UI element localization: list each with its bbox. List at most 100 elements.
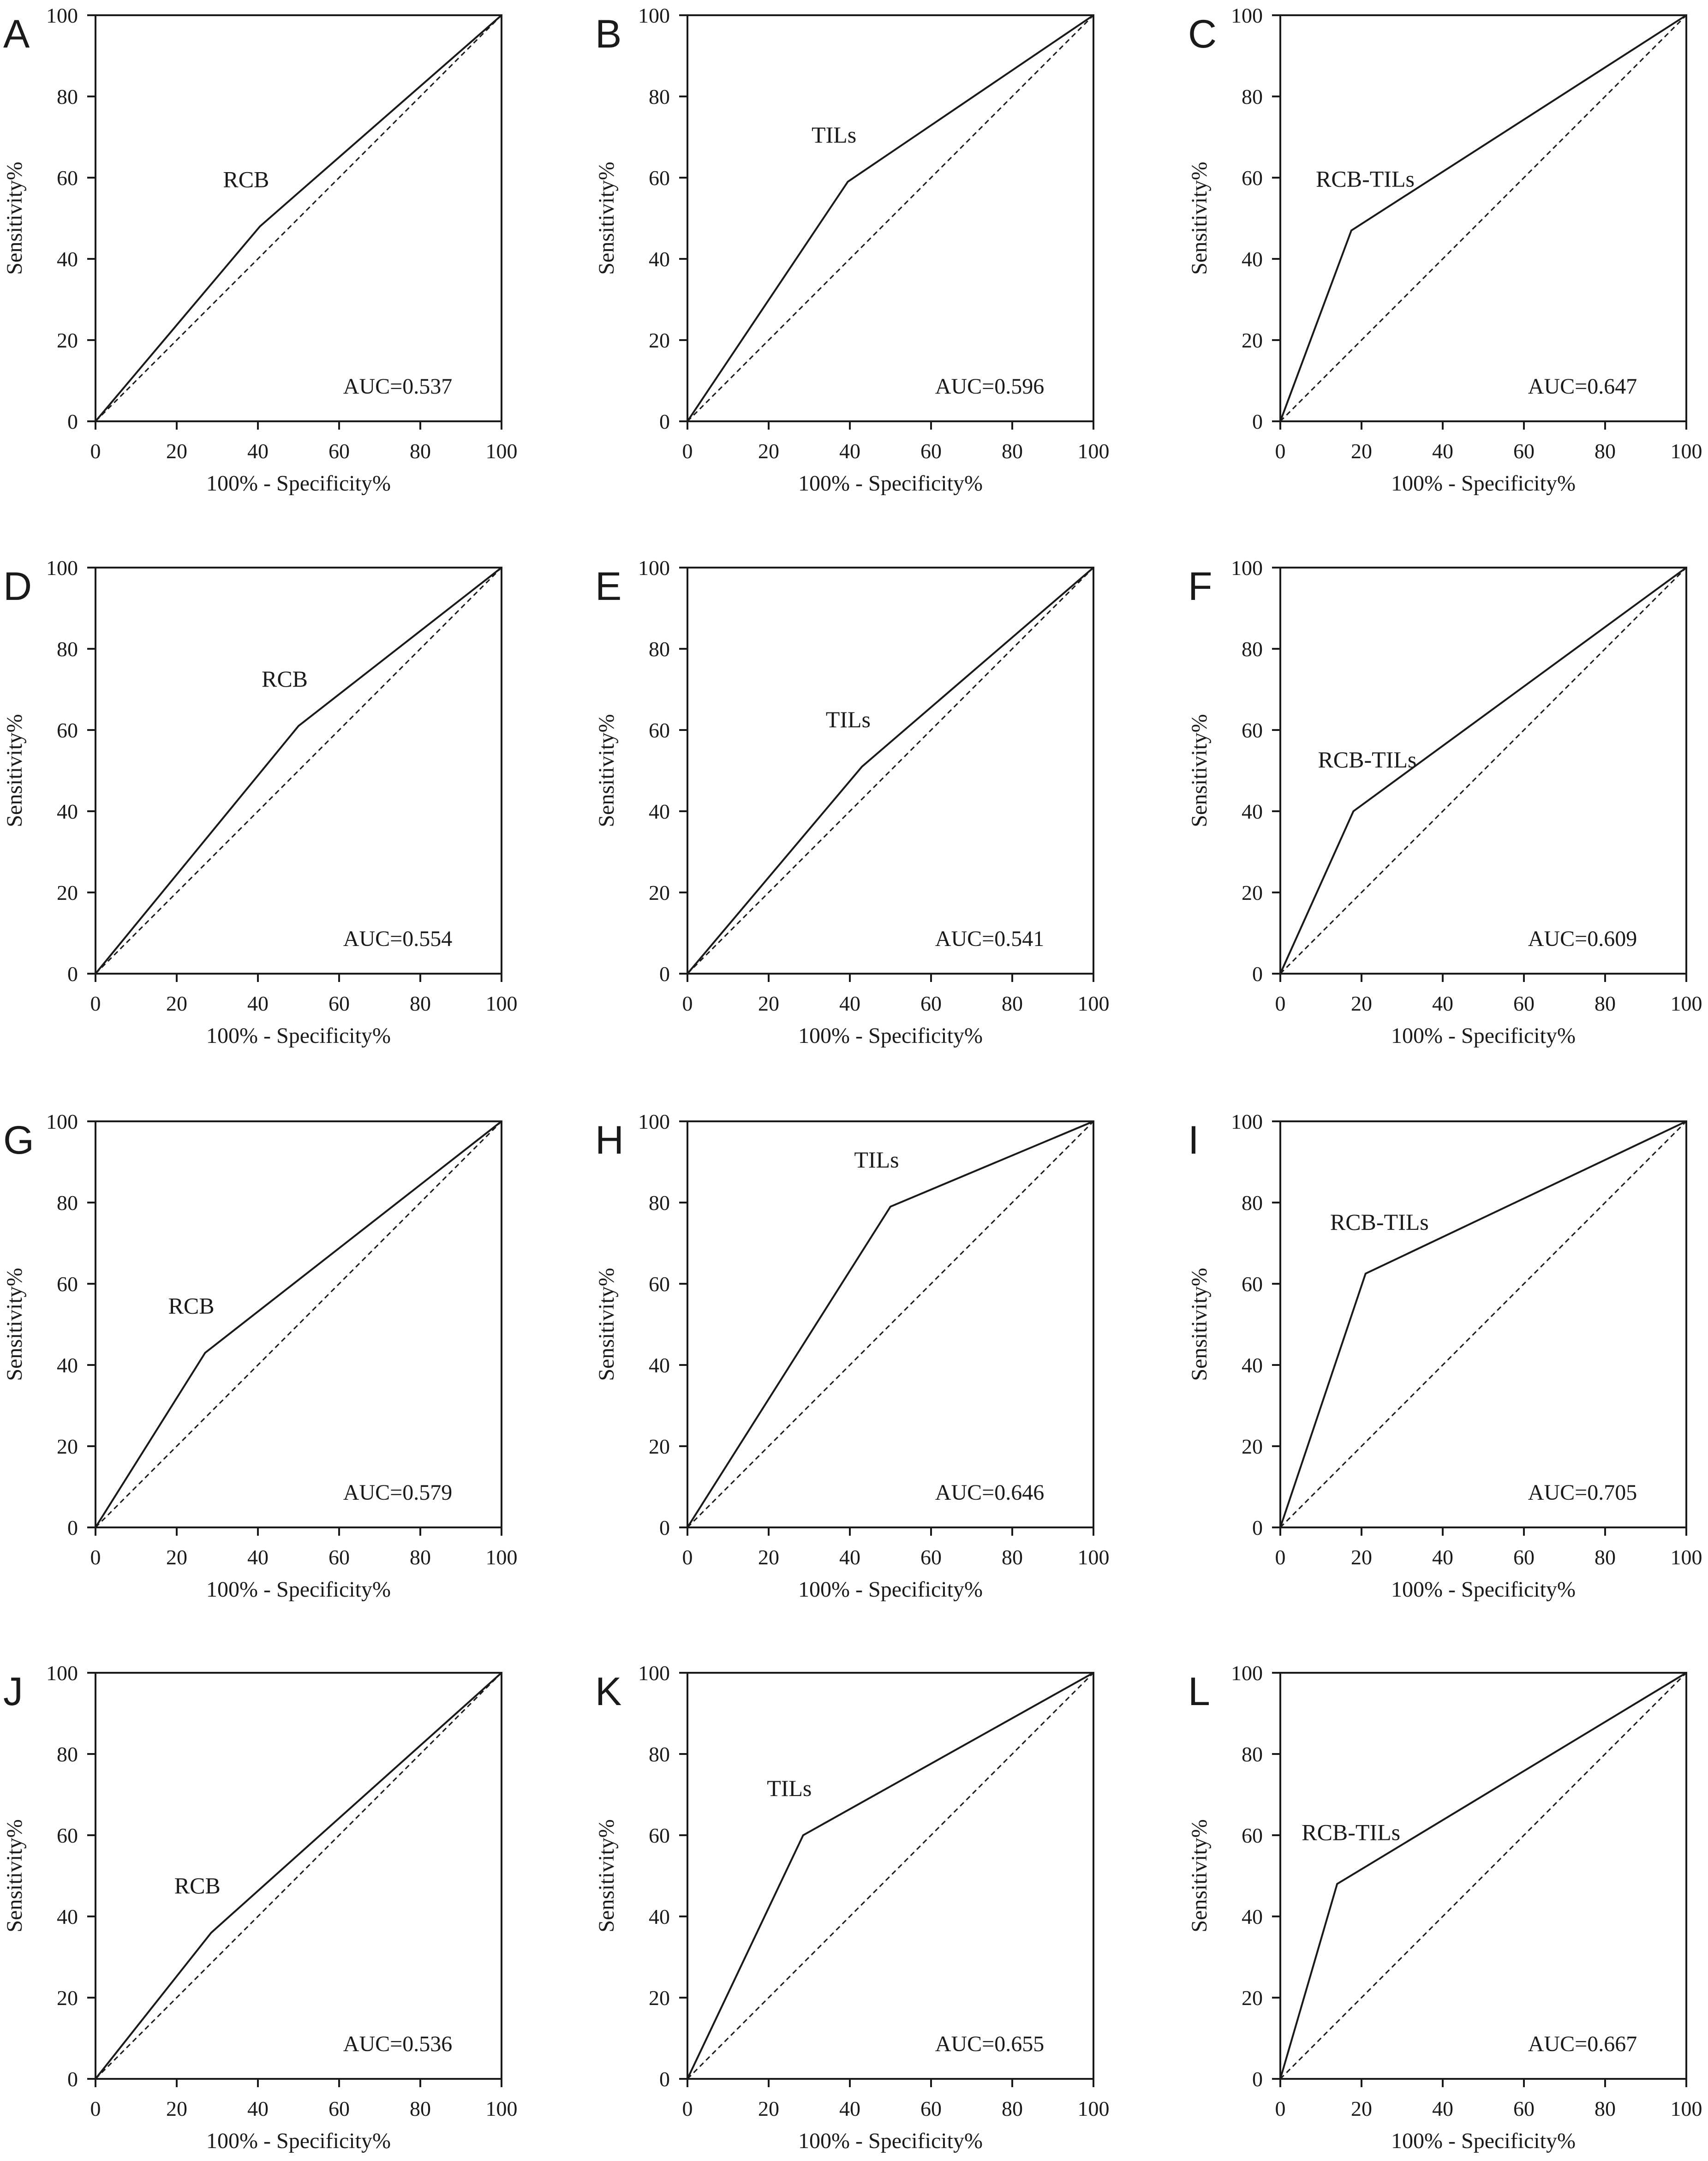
y-tick-label: 80 [649,85,670,108]
x-tick-label: 80 [1002,992,1023,1015]
x-axis-title: 100% - Specificity% [798,1577,983,1602]
x-tick-label: 60 [920,2097,942,2120]
x-tick-label: 0 [90,1545,101,1569]
x-tick-label: 60 [920,1545,942,1569]
x-tick-label: 100 [1671,439,1702,463]
y-tick-label: 100 [1231,1661,1263,1685]
y-tick-label: 40 [57,1905,78,1928]
x-tick-label: 80 [1002,439,1023,463]
plot-frame [1279,567,1687,975]
y-tick-label: 0 [1252,1516,1263,1539]
x-tick-label: 40 [247,439,269,463]
y-tick-label: 0 [67,410,78,433]
series-label: RCB [262,666,308,692]
reference-diagonal [1279,14,1687,422]
panel-j: J 0 20 40 60 80 100 0 20 40 60 80 100 100% - Specific… [2,1661,518,2153]
x-tick-label: 0 [682,2097,693,2120]
series-label: TILs [854,1147,899,1173]
x-tick-label: 0 [1275,1545,1286,1569]
x-tick-label: 40 [839,2097,860,2120]
y-tick-label: 80 [57,85,78,108]
panel-letter: A [3,12,30,56]
panel-letter: C [1188,12,1217,56]
x-axis-title: 100% - Specificity% [206,2129,391,2153]
y-tick-label: 80 [1242,637,1263,661]
y-tick-label: 20 [1242,1986,1263,2010]
auc-annotation: AUC=0.596 [935,374,1044,399]
x-tick-label: 60 [1513,1545,1535,1569]
y-axis-title: Sensitivity% [594,714,619,827]
series-label: RCB-TILs [1330,1209,1429,1235]
x-tick-label: 40 [1432,439,1453,463]
y-tick-label: 40 [57,800,78,823]
y-tick-label: 20 [649,1986,670,2010]
y-tick-label: 100 [46,556,78,580]
x-tick-label: 60 [328,1545,350,1569]
y-tick-label: 80 [649,1191,670,1215]
y-tick-label: 60 [1242,718,1263,742]
panel-letter: F [1188,564,1212,609]
series-label: RCB [174,1873,221,1898]
roc-curve-tils [687,14,1094,422]
x-tick-label: 100 [486,1545,518,1569]
x-axis-title: 100% - Specificity% [798,471,983,496]
y-axis-title: Sensitivity% [594,1819,619,1932]
y-tick-label: 100 [46,1110,78,1133]
y-tick-label: 60 [57,1272,78,1296]
x-tick-label: 20 [1351,1545,1372,1569]
x-tick-label: 40 [839,992,860,1015]
y-tick-label: 40 [1242,1905,1263,1928]
x-axis-title: 100% - Specificity% [206,1577,391,1602]
plot-frame [1279,1672,1687,2080]
y-tick-label: 100 [638,1661,670,1685]
panel-a: A 0 20 40 60 80 100 0 20 40 60 80 100 100% - Specific… [2,4,518,496]
x-tick-label: 0 [1275,2097,1286,2120]
y-axis-title: Sensitivity% [594,162,619,275]
auc-annotation: AUC=0.537 [343,374,452,399]
y-tick-label: 0 [67,1516,78,1539]
panel-letter: E [595,564,621,609]
panel-letter: K [595,1670,621,1714]
x-tick-label: 40 [247,992,269,1015]
roc-curve-tils [687,1120,1094,1528]
y-axis-title: Sensitivity% [2,714,27,827]
plot-frame [687,1120,1094,1528]
x-axis-title: 100% - Specificity% [206,471,391,496]
reference-diagonal [1279,1120,1687,1528]
x-tick-label: 0 [682,992,693,1015]
series-label: TILs [812,122,856,148]
x-tick-label: 40 [247,1545,269,1569]
y-tick-label: 40 [649,800,670,823]
x-tick-label: 20 [166,2097,187,2120]
panel-letter: D [3,564,32,609]
x-tick-label: 100 [486,2097,518,2120]
plot-frame [687,14,1094,422]
y-tick-label: 100 [46,1661,78,1685]
auc-annotation: AUC=0.655 [935,2032,1044,2056]
x-tick-label: 40 [839,439,860,463]
x-tick-label: 0 [682,1545,693,1569]
x-tick-label: 100 [1078,1545,1110,1569]
y-tick-label: 20 [57,329,78,352]
x-tick-label: 40 [247,2097,269,2120]
y-tick-label: 40 [1242,800,1263,823]
x-tick-label: 80 [1595,992,1616,1015]
x-tick-label: 100 [1078,2097,1110,2120]
roc-curve-rcb [95,1672,502,2080]
reference-diagonal [687,1120,1094,1528]
y-tick-label: 80 [57,637,78,661]
panel-letter: B [595,12,621,56]
x-tick-label: 80 [1595,1545,1616,1569]
x-tick-label: 40 [839,1545,860,1569]
panel-letter: G [3,1118,34,1162]
plot-frame [95,1120,502,1528]
x-tick-label: 40 [1432,1545,1453,1569]
roc-curve-rcb-tils [1279,1120,1687,1528]
x-tick-label: 60 [328,439,350,463]
auc-annotation: AUC=0.609 [1528,927,1637,951]
y-tick-label: 0 [67,2067,78,2091]
x-tick-label: 80 [1002,2097,1023,2120]
x-tick-label: 100 [1671,2097,1702,2120]
y-tick-label: 0 [659,962,670,986]
